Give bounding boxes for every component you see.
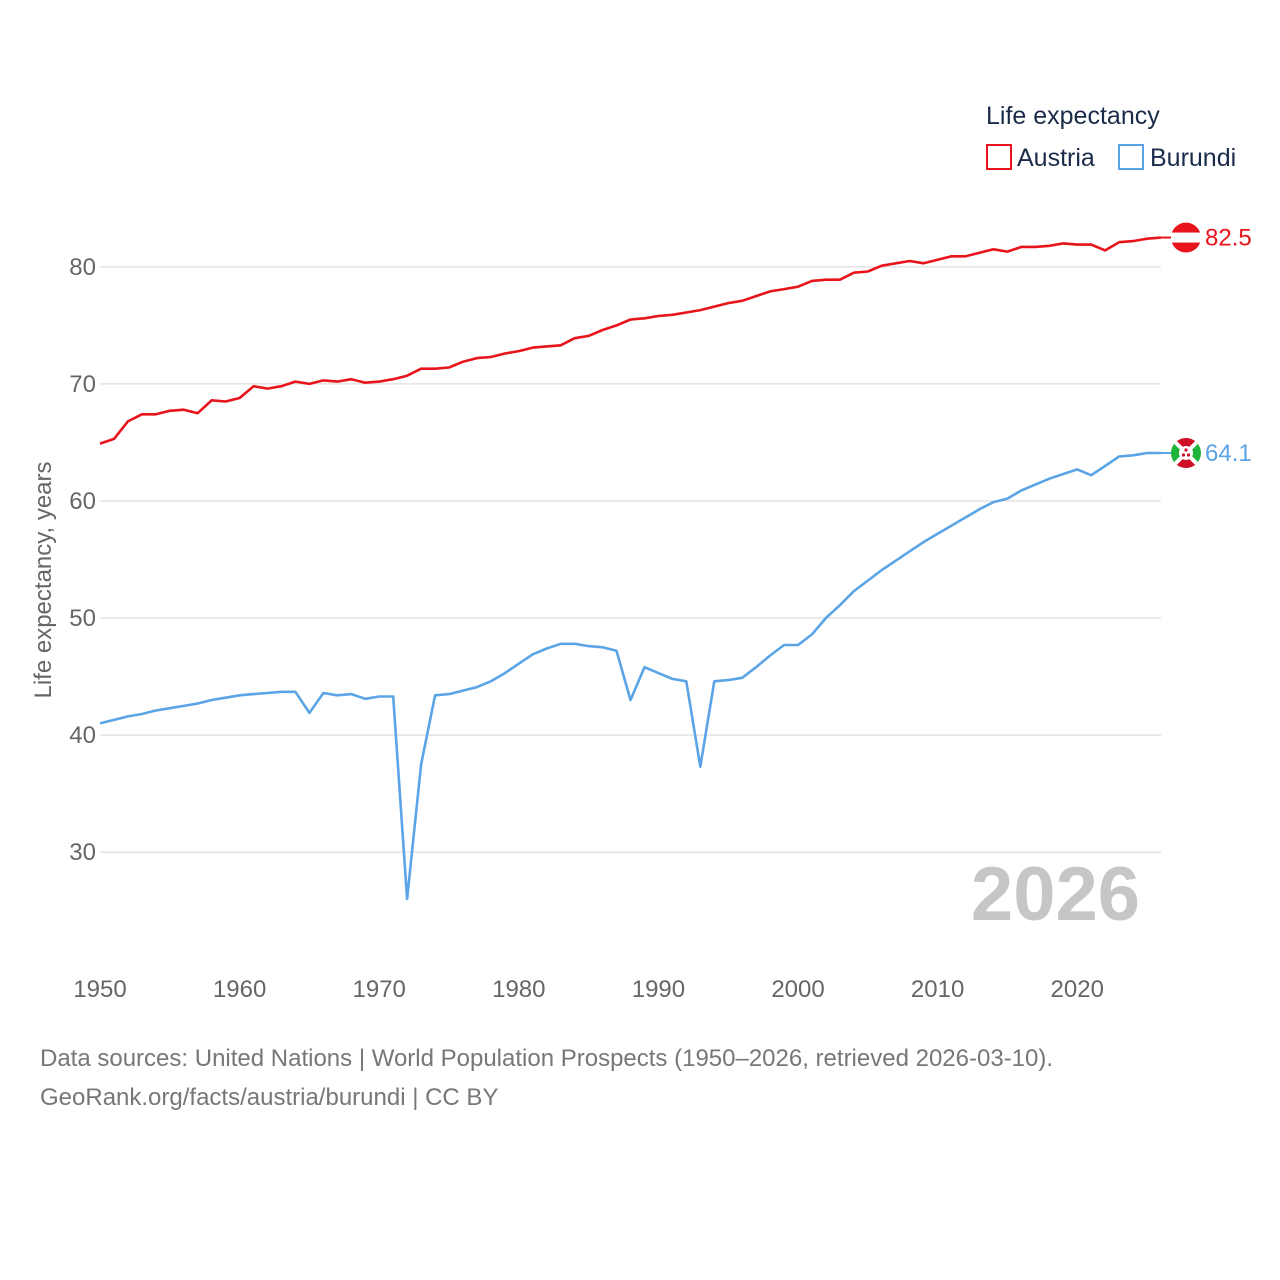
flag-burundi-icon	[1171, 438, 1201, 468]
legend-entry-burundi[interactable]: Burundi	[1119, 144, 1236, 172]
gridlines	[100, 267, 1161, 852]
legend-swatch-burundi	[1119, 145, 1143, 169]
y-tick-label: 40	[69, 722, 96, 749]
y-tick-label: 50	[69, 605, 96, 632]
y-axis-ticks: 30 40 50 60 70 80	[69, 254, 96, 866]
x-tick-label: 1990	[632, 976, 685, 1003]
current-year-label: 2026	[971, 852, 1140, 937]
y-axis-title: Life expectancy, years	[30, 461, 57, 698]
x-axis-ticks: 1950 1960 1970 1980 1990 2000 2010 2020	[73, 976, 1104, 1003]
footer-source: Data sources: United Nations | World Pop…	[40, 1045, 1053, 1073]
end-label-austria: 82.5	[1205, 225, 1252, 252]
y-tick-label: 80	[69, 254, 96, 281]
legend-title: Life expectancy	[986, 102, 1160, 130]
legend-entry-austria[interactable]: Austria	[987, 144, 1095, 172]
end-markers: 82.5 64.1	[1161, 223, 1252, 468]
legend: Life expectancy Austria Burundi	[986, 102, 1236, 172]
y-tick-label: 60	[69, 488, 96, 515]
footer-credit: GeoRank.org/facts/austria/burundi | CC B…	[40, 1084, 498, 1112]
end-label-burundi: 64.1	[1205, 440, 1252, 467]
y-tick-label: 70	[69, 371, 96, 398]
chart: 30 40 50 60 70 80 1950 1960 1970 1980 1990 2000 201…	[0, 0, 1280, 1040]
x-tick-label: 2010	[911, 976, 964, 1003]
x-tick-label: 2020	[1051, 976, 1104, 1003]
legend-label-burundi: Burundi	[1150, 144, 1236, 172]
legend-label-austria: Austria	[1017, 144, 1095, 172]
series-line-burundi[interactable]	[100, 453, 1161, 899]
legend-swatch-austria	[987, 145, 1011, 169]
x-tick-label: 2000	[771, 976, 824, 1003]
y-tick-label: 30	[69, 839, 96, 866]
x-tick-label: 1970	[353, 976, 406, 1003]
series-line-austria[interactable]	[100, 238, 1161, 444]
x-tick-label: 1980	[492, 976, 545, 1003]
x-tick-label: 1950	[73, 976, 126, 1003]
flag-austria-icon	[1171, 223, 1201, 253]
series-lines	[100, 238, 1161, 899]
x-tick-label: 1960	[213, 976, 266, 1003]
